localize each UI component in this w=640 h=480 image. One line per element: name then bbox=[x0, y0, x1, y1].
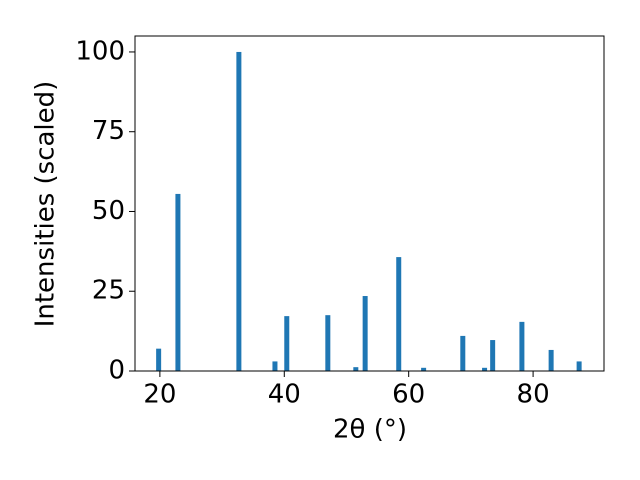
bar bbox=[362, 296, 368, 371]
bar bbox=[548, 349, 554, 371]
bar bbox=[353, 367, 359, 371]
y-tick-label: 50 bbox=[92, 196, 125, 226]
bar bbox=[156, 348, 162, 371]
y-tick-label: 75 bbox=[92, 116, 125, 146]
y-tick-label: 100 bbox=[75, 36, 125, 66]
x-tick-label: 60 bbox=[392, 380, 425, 410]
bar bbox=[519, 321, 525, 371]
y-axis-label: Intensities (scaled) bbox=[31, 81, 61, 328]
x-tick-label: 40 bbox=[268, 380, 301, 410]
bar bbox=[482, 367, 488, 371]
y-tick-label: 25 bbox=[92, 276, 125, 306]
bar bbox=[236, 51, 242, 371]
bar bbox=[272, 361, 278, 371]
y-tick-label: 0 bbox=[108, 356, 125, 386]
bar bbox=[325, 315, 331, 371]
bar bbox=[175, 193, 181, 371]
bar bbox=[284, 316, 290, 371]
bar bbox=[460, 335, 466, 371]
x-tick-label: 80 bbox=[517, 380, 550, 410]
x-tick-label: 20 bbox=[143, 380, 176, 410]
plot-frame bbox=[134, 35, 605, 372]
bar bbox=[421, 367, 427, 371]
bar bbox=[576, 361, 582, 371]
bar bbox=[396, 257, 402, 371]
x-axis-label: 2θ (°) bbox=[333, 415, 407, 445]
bar bbox=[490, 340, 496, 371]
